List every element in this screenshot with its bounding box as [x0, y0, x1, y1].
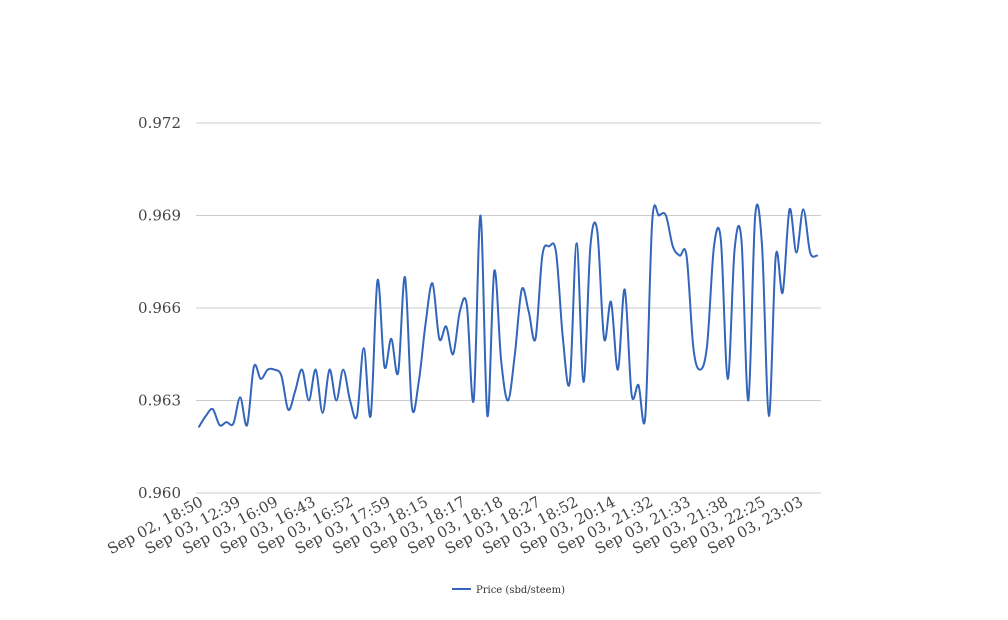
- series-layer: [198, 203, 818, 428]
- y-tick-label-2: 0.966: [138, 299, 181, 317]
- y-tick-label-0: 0.960: [138, 484, 181, 502]
- legend-label-price: Price (sbd/steem): [476, 585, 565, 596]
- y-tick-label-3: 0.969: [138, 207, 181, 225]
- grid-lines: [196, 122, 821, 494]
- y-axis: 0.960 0.963 0.966 0.969 0.972: [138, 114, 181, 502]
- legend: Price (sbd/steem): [452, 585, 565, 596]
- y-tick-label-4: 0.972: [138, 114, 181, 132]
- y-tick-label-1: 0.963: [138, 392, 181, 410]
- series-line-0: [198, 203, 818, 428]
